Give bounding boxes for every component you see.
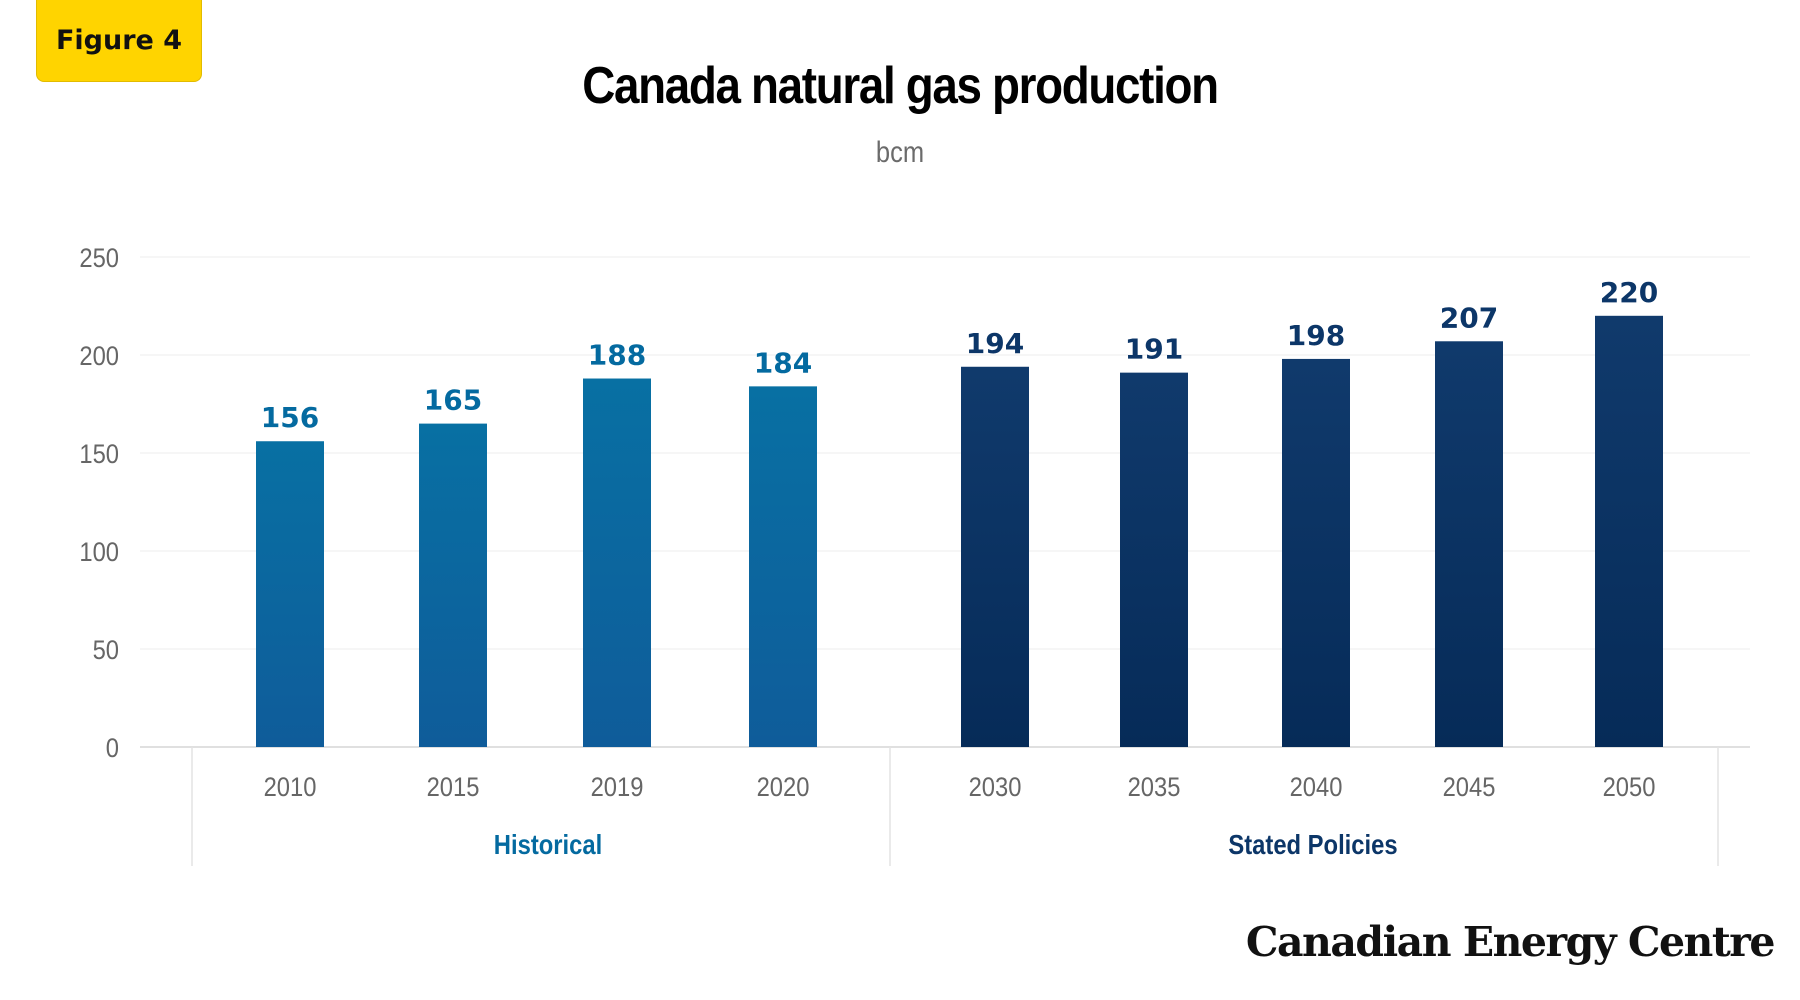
data-label: 207 xyxy=(1440,301,1498,334)
x-tick-label: 2019 xyxy=(591,773,644,803)
bar xyxy=(1435,341,1503,747)
bar xyxy=(1595,315,1663,747)
chart-title: Canada natural gas production xyxy=(582,57,1219,115)
x-tick-label: 2020 xyxy=(757,773,810,803)
x-tick-label: 2015 xyxy=(427,773,480,803)
y-tick-label: 200 xyxy=(79,342,119,372)
y-tick-label: 50 xyxy=(93,636,119,666)
data-label: 198 xyxy=(1287,319,1345,352)
group-label: Historical xyxy=(494,828,602,860)
y-tick-label: 100 xyxy=(79,538,119,568)
y-tick-label: 250 xyxy=(79,244,119,274)
x-tick-label: 2035 xyxy=(1128,773,1181,803)
x-tick-label: 2030 xyxy=(969,773,1022,803)
bar xyxy=(749,386,817,747)
x-tick-label: 2045 xyxy=(1443,773,1496,803)
group-label: Stated Policies xyxy=(1228,828,1397,860)
bar xyxy=(1282,358,1350,747)
data-label: 156 xyxy=(261,401,319,434)
x-tick-label: 2040 xyxy=(1290,773,1343,803)
bar xyxy=(419,423,487,747)
data-label: 188 xyxy=(588,339,646,372)
data-label: 220 xyxy=(1600,276,1658,309)
chart-subtitle: bcm xyxy=(875,136,925,169)
bar xyxy=(961,366,1029,747)
bar xyxy=(256,441,324,747)
data-label: 194 xyxy=(966,327,1024,360)
y-tick-label: 0 xyxy=(106,734,119,764)
y-tick-label: 150 xyxy=(79,440,119,470)
data-label: 165 xyxy=(424,384,482,417)
x-tick-label: 2050 xyxy=(1603,773,1656,803)
data-label: 184 xyxy=(754,346,812,379)
bar xyxy=(1120,372,1188,747)
figure-badge: Figure 4 xyxy=(36,0,202,82)
bar xyxy=(583,378,651,747)
brand-logo: Canadian Energy Centre xyxy=(1245,918,1776,966)
x-tick-label: 2010 xyxy=(264,773,317,803)
data-label: 191 xyxy=(1125,333,1183,366)
